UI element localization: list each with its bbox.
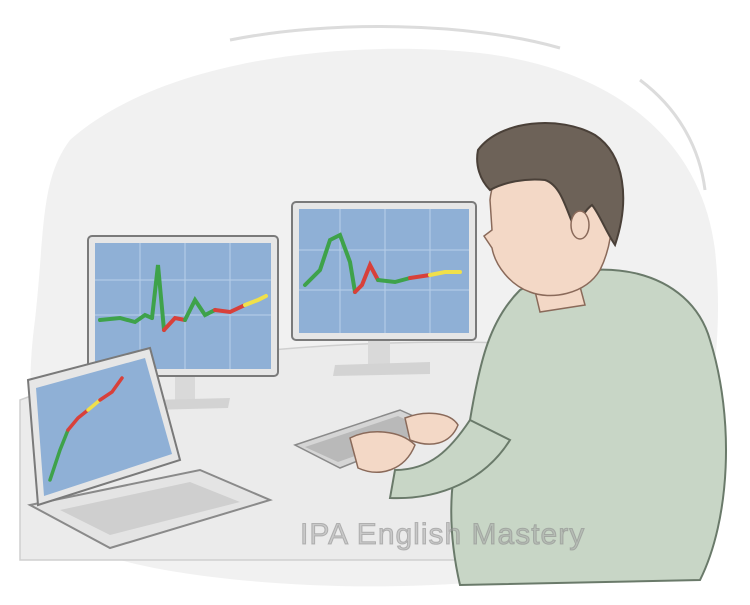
watermark-text: IPA English Mastery [299, 518, 586, 552]
trader-figure [349, 122, 728, 587]
price-chart-icon [98, 264, 268, 332]
monitor-right [291, 201, 477, 376]
monitor-left [87, 235, 279, 410]
laptop [26, 346, 273, 550]
